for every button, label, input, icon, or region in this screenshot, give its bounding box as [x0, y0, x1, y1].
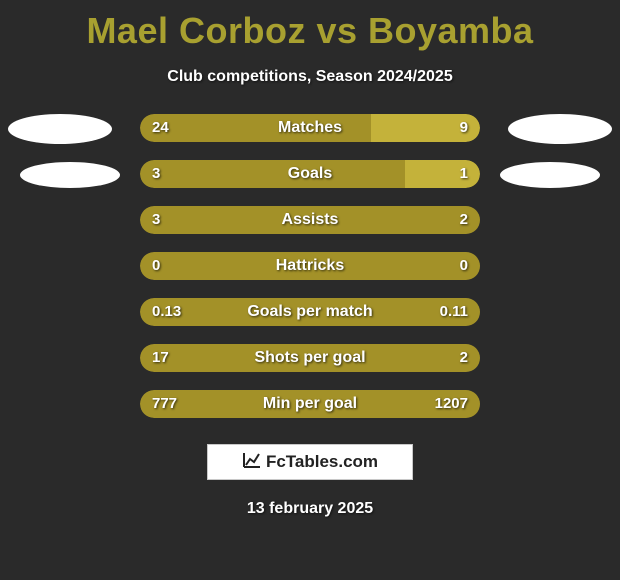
bars-container: 249Matches 31Goals 32Assists 00Hattricks 0.1… [140, 114, 480, 436]
bar-left-fill [140, 206, 480, 234]
bar-row: 0.130.11Goals per match [140, 298, 480, 326]
comparison-chart: 249Matches 31Goals 32Assists 00Hattricks 0.1… [0, 114, 620, 434]
logo-text: FcTables.com [266, 452, 378, 472]
bar-right-fill [371, 114, 480, 142]
bar-left-fill [140, 252, 480, 280]
player-right-photo-2 [500, 162, 600, 188]
bar-row: 31Goals [140, 160, 480, 188]
subtitle: Club competitions, Season 2024/2025 [0, 68, 620, 86]
player-right-photo-1 [508, 114, 612, 144]
bar-row: 00Hattricks [140, 252, 480, 280]
fctables-logo: FcTables.com [207, 444, 413, 480]
page-title: Mael Corboz vs Boyamba [0, 0, 620, 52]
bar-row: 172Shots per goal [140, 344, 480, 372]
bar-row: 249Matches [140, 114, 480, 142]
bar-left-fill [140, 344, 480, 372]
bar-left-fill [140, 160, 405, 188]
player-left-photo-2 [20, 162, 120, 188]
bar-right-fill [405, 160, 480, 188]
bar-row: 7771207Min per goal [140, 390, 480, 418]
bar-left-fill [140, 390, 480, 418]
player-left-photo-1 [8, 114, 112, 144]
chart-icon [242, 451, 262, 474]
date-text: 13 february 2025 [0, 500, 620, 518]
bar-row: 32Assists [140, 206, 480, 234]
bar-left-fill [140, 114, 371, 142]
bar-left-fill [140, 298, 480, 326]
